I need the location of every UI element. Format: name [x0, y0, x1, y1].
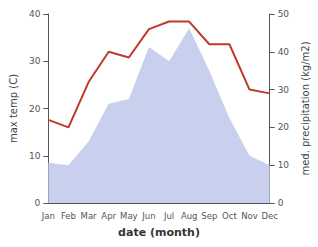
svg-text:Dec: Dec: [261, 211, 278, 221]
svg-text:May: May: [120, 211, 138, 221]
svg-text:20: 20: [29, 104, 41, 114]
svg-text:Nov: Nov: [241, 211, 258, 221]
svg-text:10: 10: [278, 160, 290, 170]
svg-text:Jan: Jan: [41, 211, 55, 221]
svg-text:Oct: Oct: [222, 211, 237, 221]
svg-text:30: 30: [29, 56, 41, 66]
svg-text:Mar: Mar: [81, 211, 98, 221]
svg-text:Aug: Aug: [181, 211, 198, 221]
svg-text:Feb: Feb: [61, 211, 76, 221]
svg-text:50: 50: [278, 9, 290, 19]
svg-text:10: 10: [29, 151, 41, 161]
svg-text:max temp (C): max temp (C): [8, 74, 19, 143]
svg-text:20: 20: [278, 122, 290, 132]
svg-text:Jun: Jun: [141, 211, 155, 221]
svg-text:med. precipitation (kg/m2): med. precipitation (kg/m2): [300, 41, 311, 175]
svg-text:30: 30: [278, 85, 290, 95]
svg-text:Sep: Sep: [201, 211, 217, 221]
svg-text:40: 40: [278, 47, 290, 57]
svg-text:Apr: Apr: [101, 211, 116, 221]
svg-text:40: 40: [29, 9, 41, 19]
svg-text:0: 0: [35, 198, 41, 208]
svg-text:0: 0: [278, 198, 284, 208]
svg-text:Jul: Jul: [163, 211, 174, 221]
svg-text:date (month): date (month): [118, 226, 200, 239]
